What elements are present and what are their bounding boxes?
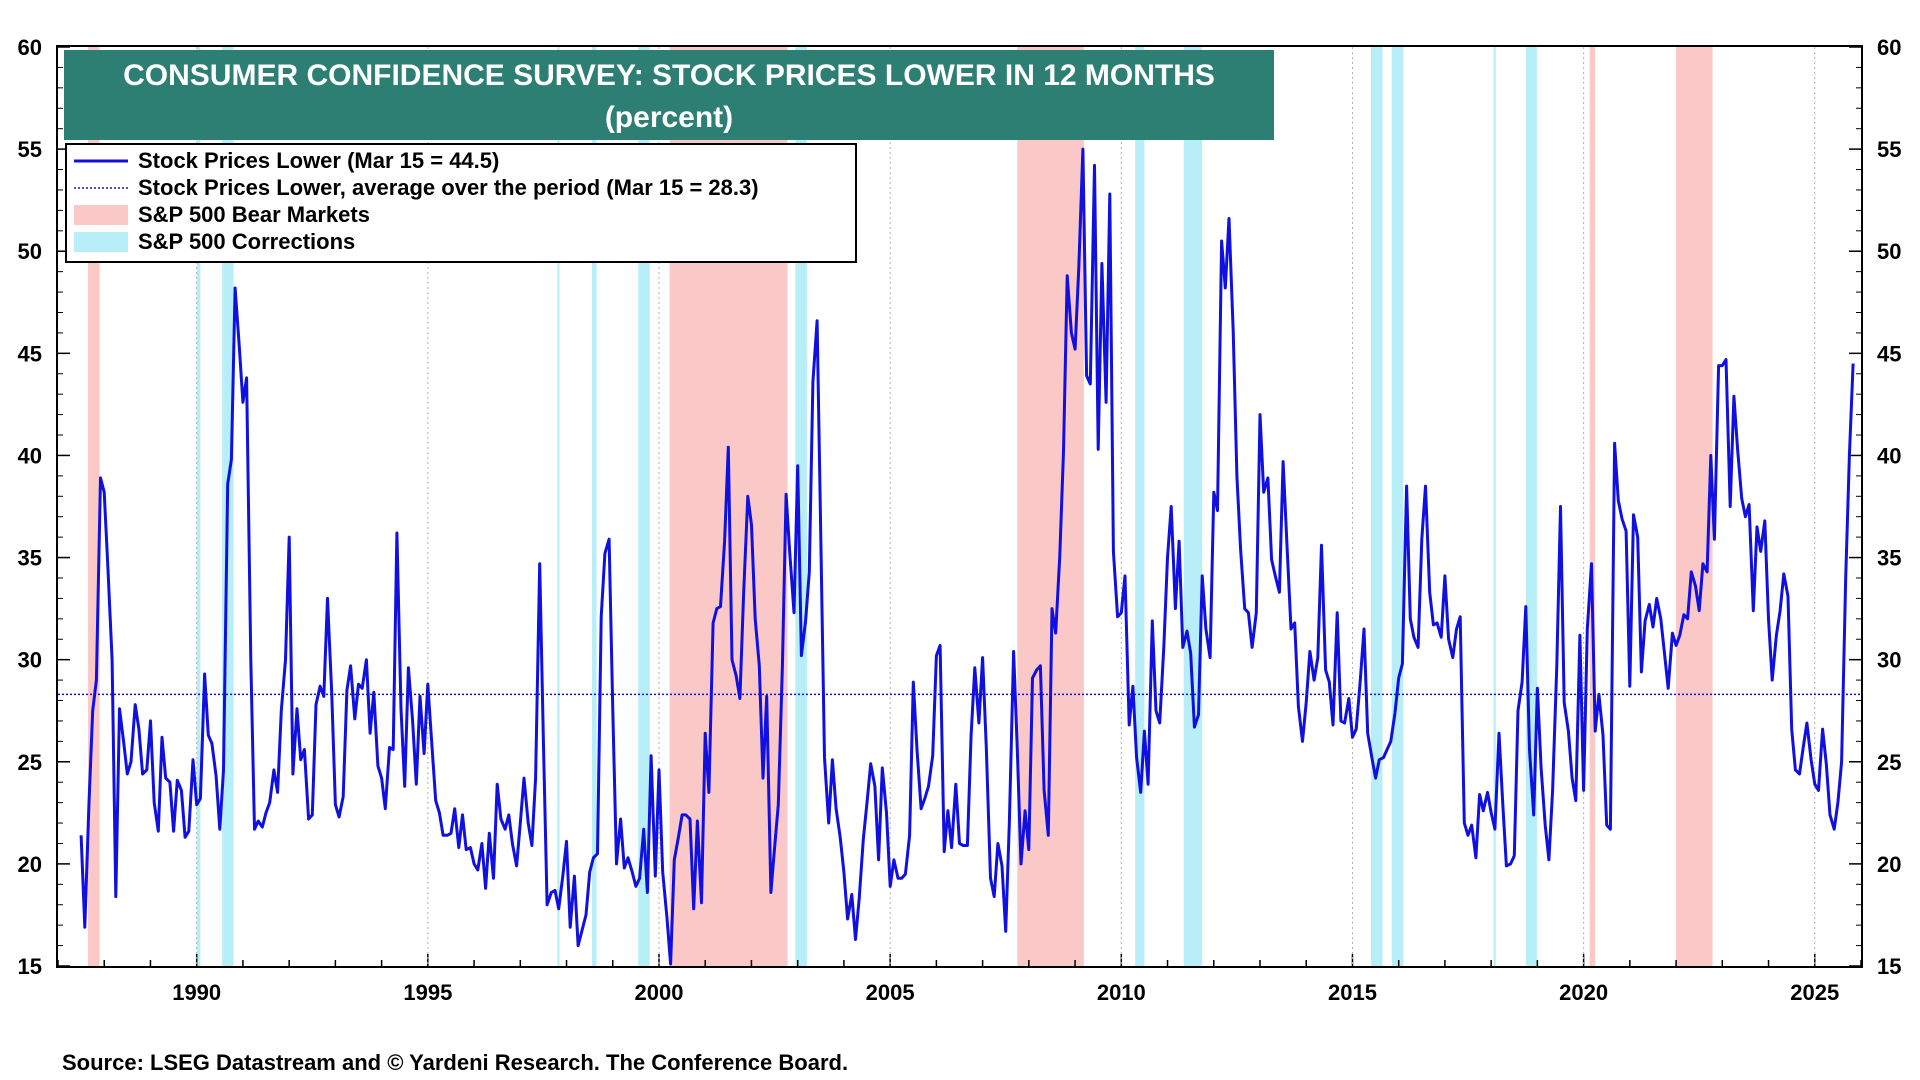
y-tick-label-right-15: 15 [1877,954,1901,979]
correction-band-4 [638,47,650,966]
legend-correction-swatch [74,232,128,252]
plot-frame [56,45,1863,968]
x-tick-label-2020: 2020 [1559,980,1608,1005]
correction-band-2 [557,47,560,966]
chart-subtitle: (percent) [605,101,733,134]
correction-band-8 [1370,47,1383,966]
y-tick-label-left-50: 50 [18,239,42,264]
chart-title: CONSUMER CONFIDENCE SURVEY: STOCK PRICES… [123,59,1215,92]
legend: Stock Prices Lower (Mar 15 = 44.5) Stock… [65,143,857,263]
correction-band-11 [1525,47,1537,966]
y-tick-label-right-30: 30 [1877,648,1901,673]
correction-band-7 [1183,47,1203,966]
y-tick-label-right-45: 45 [1877,341,1901,366]
x-tick-label-2010: 2010 [1097,980,1146,1005]
title-box: CONSUMER CONFIDENCE SURVEY: STOCK PRICES… [64,50,1274,140]
legend-label-stock-prices-lower: Stock Prices Lower (Mar 15 = 44.5) [138,148,499,173]
x-tick-label-1995: 1995 [403,980,452,1005]
y-tick-label-left-15: 15 [18,954,42,979]
bear-market-band-0 [88,47,100,966]
series-line-0 [79,147,1855,966]
y-tick-label-right-50: 50 [1877,239,1901,264]
bear-market-band-3 [1589,47,1596,966]
y-tick-label-right-55: 55 [1877,137,1901,162]
y-tick-label-right-60: 60 [1877,35,1901,60]
source-note: Source: LSEG Datastream and © Yardeni Re… [62,1050,848,1075]
y-tick-label-left-35: 35 [18,546,42,571]
legend-bear-swatch [74,205,128,225]
title-background [64,50,1274,140]
bear-market-band-4 [1676,47,1713,966]
legend-label-bear-markets: S&P 500 Bear Markets [138,202,370,227]
x-tick-label-2015: 2015 [1328,980,1377,1005]
y-tick-label-left-45: 45 [18,341,42,366]
y-tick-label-left-30: 30 [18,648,42,673]
y-tick-label-right-35: 35 [1877,546,1901,571]
correction-band-3 [591,47,597,966]
correction-band-6 [1135,47,1145,966]
legend-box [65,143,857,263]
x-tick-label-2005: 2005 [866,980,915,1005]
legend-label-corrections: S&P 500 Corrections [138,229,355,254]
tick-marks-layer [57,46,1862,967]
y-tick-label-left-40: 40 [18,443,42,468]
y-tick-label-right-40: 40 [1877,443,1901,468]
y-tick-label-left-55: 55 [18,137,42,162]
series-layer [79,147,1855,966]
x-tick-label-1990: 1990 [172,980,221,1005]
y-tick-label-left-25: 25 [18,750,42,775]
x-tick-label-2000: 2000 [635,980,684,1005]
legend-label-average: Stock Prices Lower, average over the per… [138,175,759,200]
correction-band-9 [1391,47,1404,966]
y-tick-label-right-20: 20 [1877,852,1901,877]
y-tick-label-left-20: 20 [18,852,42,877]
correction-band-10 [1493,47,1496,966]
correction-band-5 [795,47,807,966]
y-tick-label-right-25: 25 [1877,750,1901,775]
x-tick-label-2025: 2025 [1790,980,1839,1005]
y-tick-label-left-60: 60 [18,35,42,60]
correction-band-0 [196,47,201,966]
